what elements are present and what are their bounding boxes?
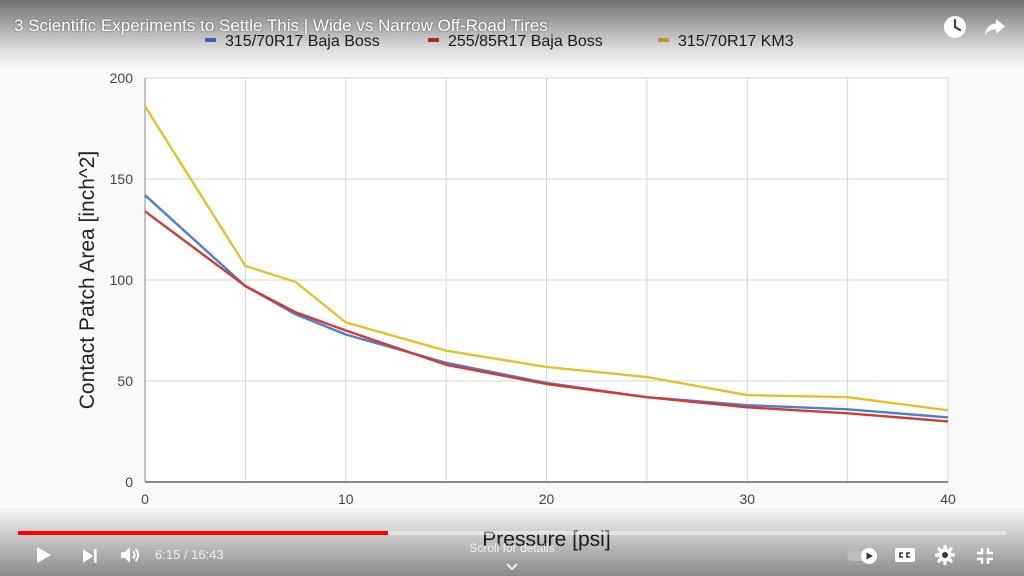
video-title[interactable]: 3 Scientific Experiments to Settle This …: [14, 16, 548, 35]
series-line: [143, 105, 949, 412]
autoplay-toggle[interactable]: [846, 546, 882, 571]
play-button[interactable]: [32, 544, 54, 571]
series-line: [144, 210, 949, 423]
x-tick-label: 0: [141, 491, 149, 507]
x-tick-label: 30: [739, 491, 755, 507]
share-icon[interactable]: [982, 14, 1008, 40]
cc-icon: [895, 548, 915, 562]
progress-bar[interactable]: [18, 531, 1006, 535]
volume-icon: [121, 547, 140, 563]
x-axis-title: Pressure [psi]: [482, 528, 610, 551]
gear-icon: [934, 544, 956, 566]
y-axis-title: Contact Patch Area [inch^2]: [76, 151, 99, 410]
y-tick-label: 100: [110, 272, 134, 288]
volume-button[interactable]: [118, 544, 142, 571]
legend-swatch: [205, 38, 216, 42]
progress-played: [18, 531, 388, 535]
y-tick-label: 0: [125, 474, 133, 490]
x-tick-label: 40: [940, 491, 956, 507]
captions-button[interactable]: [894, 546, 916, 569]
legend-label: 315/70R17 KM3: [678, 33, 794, 50]
x-tick-label: 20: [539, 491, 555, 507]
exit-fullscreen-icon: [977, 548, 993, 564]
autoplay-toggle-icon: [847, 548, 877, 564]
play-icon: [37, 547, 51, 563]
settings-button[interactable]: [934, 544, 956, 571]
chevron-down-icon[interactable]: [504, 559, 520, 576]
time-display: 6:15 / 16:43: [155, 547, 224, 562]
scroll-hint[interactable]: Scroll for details: [469, 541, 555, 555]
clock-icon[interactable]: [942, 14, 968, 40]
y-tick-label: 200: [110, 70, 134, 86]
legend-swatch: [428, 38, 439, 42]
next-icon: [83, 549, 97, 563]
legend-swatch: [658, 38, 669, 42]
x-tick-label: 10: [338, 491, 354, 507]
y-tick-label: 50: [117, 373, 133, 389]
next-button[interactable]: [80, 546, 100, 571]
y-tick-label: 150: [110, 171, 134, 187]
exit-fullscreen-button[interactable]: [974, 545, 996, 572]
